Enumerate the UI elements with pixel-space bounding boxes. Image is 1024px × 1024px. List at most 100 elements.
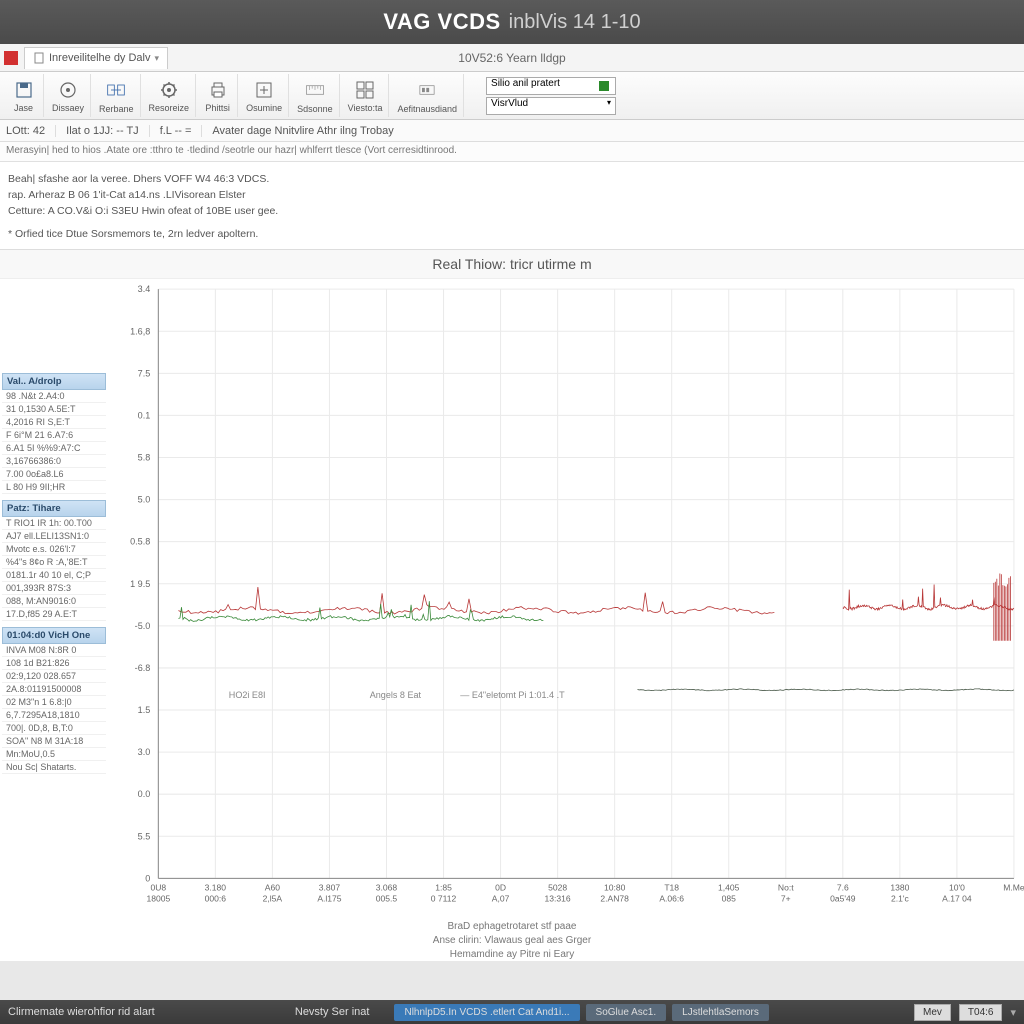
ribbon-dropdowns: Silio anil pratert VisrVlud▾ — [486, 74, 616, 117]
panel-row: AJ7 ell.LELI13SN1:0 — [2, 530, 106, 543]
export-button[interactable]: Osumine — [240, 74, 289, 117]
data-panel: Val.. A/drolp98 .N&t 2.A4:031 0,1530 A.5… — [2, 373, 106, 494]
svg-text:A.17 04: A.17 04 — [942, 894, 972, 904]
svg-text:No:t: No:t — [778, 883, 794, 893]
panel-row: 0181.1r 40 10 el, C;P — [2, 569, 106, 582]
svg-text:Angels 8 Eat: Angels 8 Eat — [370, 690, 422, 700]
svg-text:5.8: 5.8 — [138, 453, 151, 463]
svg-text:A.06:6: A.06:6 — [659, 894, 684, 904]
svg-text:1380: 1380 — [890, 883, 909, 893]
panel-header[interactable]: Patz: Tihare — [2, 500, 106, 517]
svg-text:005.5: 005.5 — [376, 894, 398, 904]
connect-icon — [57, 79, 79, 101]
svg-text:7.5: 7.5 — [138, 368, 151, 378]
panel-row: SOA" N8 M 31A:18 — [2, 735, 106, 748]
svg-text:0U8: 0U8 — [150, 883, 166, 893]
svg-text:3.068: 3.068 — [376, 883, 398, 893]
info-seg-1: LOtt: 42 — [6, 125, 56, 137]
panel-row: 17.D,f85 29 A.E:T — [2, 608, 106, 621]
panel-header[interactable]: 01:04:d0 VicH One — [2, 627, 106, 644]
panel-row: 7.00 0o£a8.L6 — [2, 468, 106, 481]
chart-xlabel-3: Hemamdine ay Pitre ni Eary — [0, 947, 1024, 961]
chart-title: Real Thiow: tricr utirme m — [0, 250, 1024, 279]
status-tab-2[interactable]: SoGlue Asc1. — [586, 1004, 667, 1021]
measure-button[interactable]: Sdsonne — [291, 74, 340, 117]
description-block: Beah| sfashe aor la veree. Dhers VOFF W4… — [0, 162, 1024, 250]
svg-text:A,07: A,07 — [492, 894, 510, 904]
svg-text:2.1'c: 2.1'c — [891, 894, 909, 904]
panel-row: 02 M3"n 1 6.8:|0 — [2, 696, 106, 709]
side-panels: Val.. A/drolp98 .N&t 2.A4:031 0,1530 A.5… — [0, 279, 108, 919]
svg-text:13:316: 13:316 — [545, 894, 571, 904]
svg-text:7+: 7+ — [781, 894, 791, 904]
svg-text:1,405: 1,405 — [718, 883, 740, 893]
panel-row: 31 0,1530 A.5E:T — [2, 403, 106, 416]
status-tab-3[interactable]: LJstlehtlaSemors — [672, 1004, 769, 1021]
panel-row: 108 1d B21:826 — [2, 657, 106, 670]
panel-row: 2A.8:01191500008 — [2, 683, 106, 696]
tab-strip: Inreveilitelhe dy Dalv ▾ 10V52:6 Yearn l… — [0, 44, 1024, 72]
panel-row: Mvotc e.s. 026'l:7 — [2, 543, 106, 556]
chart-plot[interactable]: 3.41.6,87.50.15.85.00.5.81 9.5-5.0-6.81.… — [108, 279, 1024, 919]
advanced-button[interactable]: Aefitnausdiand — [391, 74, 464, 117]
svg-text:0D: 0D — [495, 883, 506, 893]
tab-handle-icon[interactable] — [4, 51, 18, 65]
status-left: Clirmemate wierohfior rid alart — [8, 1006, 155, 1018]
svg-text:085: 085 — [722, 894, 736, 904]
advanced-icon — [413, 78, 441, 102]
status-btn-time[interactable]: T04:6 — [959, 1004, 1003, 1021]
panel-row: 6.A1 5I %%9:A7:C — [2, 442, 106, 455]
info-rest: Avater dage Nnitvlire Athr ilng Trobay — [212, 125, 393, 137]
status-item: Nevsty Ser inat — [295, 1006, 370, 1018]
svg-text:0 7112: 0 7112 — [431, 894, 457, 904]
print-icon — [207, 79, 229, 101]
settings-button[interactable]: Resoreize — [143, 74, 197, 117]
svg-text:18005: 18005 — [146, 894, 170, 904]
svg-text:T18: T18 — [664, 883, 679, 893]
panel-row: INVA M08 N:8R 0 — [2, 644, 106, 657]
viewers-button[interactable]: Viesto:ta — [342, 74, 390, 117]
app-title-bold: VAG VCDS — [383, 9, 500, 35]
chevron-down-icon[interactable]: ▾ — [1010, 1006, 1016, 1019]
refresh-button[interactable]: Rerbane — [93, 74, 141, 117]
svg-text:5.0: 5.0 — [138, 495, 151, 505]
tab-center-label: 10V52:6 Yearn lldgp — [458, 51, 565, 65]
panel-row: 6,7.7295A18,1810 — [2, 709, 106, 722]
svg-text:1.6,8: 1.6,8 — [130, 326, 150, 336]
panel-row: T RIO1 IR 1h: 00.T00 — [2, 517, 106, 530]
svg-text:10:80: 10:80 — [604, 883, 626, 893]
svg-text:5028: 5028 — [548, 883, 567, 893]
panel-row: 4,2016 RI S,E:T — [2, 416, 106, 429]
window-titlebar: VAG VCDS inblVis 14 1-10 — [0, 0, 1024, 44]
grid-icon — [354, 79, 376, 101]
svg-text:1 9.5: 1 9.5 — [130, 579, 150, 589]
status-tab-1[interactable]: NlhnlpD5.In VCDS .etlert Cat And1i... — [394, 1004, 579, 1021]
tab-main[interactable]: Inreveilitelhe dy Dalv ▾ — [24, 47, 168, 69]
panel-row: L 80 H9 9II;HR — [2, 481, 106, 494]
svg-text:7.6: 7.6 — [837, 883, 849, 893]
svg-text:10'0: 10'0 — [949, 883, 965, 893]
svg-text:— E4"eletomt Pi 1:01.4 .T: — E4"eletomt Pi 1:01.4 .T — [460, 690, 565, 700]
svg-text:000:6: 000:6 — [205, 894, 227, 904]
svg-text:0.0: 0.0 — [138, 789, 151, 799]
chart-xlabel-1: BraD ephagetrotaret stf paae — [0, 919, 1024, 933]
panel-row: 98 .N&t 2.A4:0 — [2, 390, 106, 403]
info-seg-2: Ilat o 1JJ: -- TJ — [66, 125, 150, 137]
panel-header[interactable]: Val.. A/drolp — [2, 373, 106, 390]
svg-text:3.807: 3.807 — [319, 883, 341, 893]
measure-icon — [301, 78, 329, 102]
panel-row: %4"s 8¢o R :A,'8E:T — [2, 556, 106, 569]
desc-line-3: Cetture: A CO.V&i O:i S3EU Hwin ofeat of… — [8, 204, 1016, 220]
preset-dropdown[interactable]: Silio anil pratert — [486, 77, 616, 95]
view-dropdown[interactable]: VisrVlud▾ — [486, 97, 616, 115]
connect-button[interactable]: Dissaey — [46, 74, 91, 117]
app-title-light: inblVis 14 1-10 — [509, 11, 641, 34]
panel-row: F 6i°M 21 6.A7:6 — [2, 429, 106, 442]
info-bar: LOtt: 42 Ilat o 1JJ: -- TJ f.L -- = Avat… — [0, 120, 1024, 142]
panel-row: 02:9,120 028.657 — [2, 670, 106, 683]
status-btn-new[interactable]: Mev — [914, 1004, 951, 1021]
svg-text:1:85: 1:85 — [435, 883, 452, 893]
status-bar: Clirmemate wierohfior rid alart Nevsty S… — [0, 1000, 1024, 1024]
print-button[interactable]: Phittsi — [198, 74, 238, 117]
save-button[interactable]: Jase — [4, 74, 44, 117]
